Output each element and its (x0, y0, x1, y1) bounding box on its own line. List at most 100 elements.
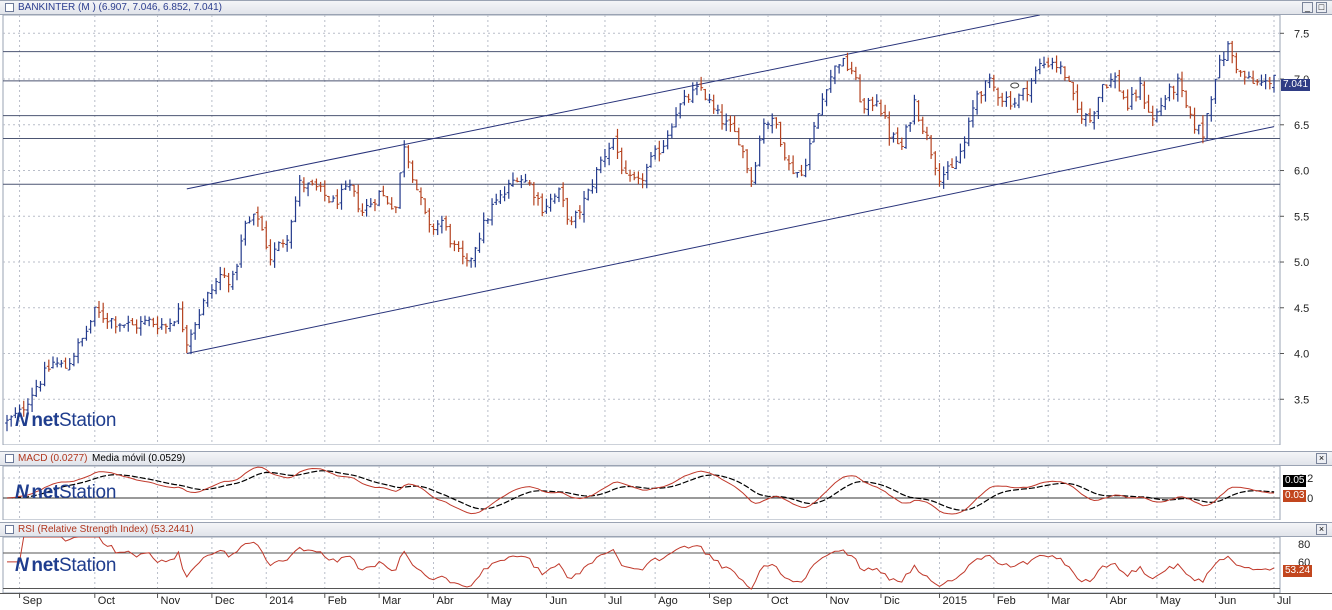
ohlc-bar (1037, 58, 1042, 75)
ohlc-bar (791, 155, 796, 175)
ohlc-bar (611, 138, 616, 150)
time-axis-label: Jun (1218, 595, 1237, 607)
netstation-logo-icon: N (15, 410, 29, 431)
ohlc-bar (1029, 78, 1034, 103)
price-panel-titlebar: BANKINTER (M ) (6.907, 7.046, 6.852, 7.0… (0, 0, 1332, 15)
ohlc-bar (1075, 84, 1080, 113)
minimize-button[interactable]: _ (1302, 2, 1313, 13)
rsi-tick-label: 80 (1298, 539, 1310, 551)
ohlc-bar (151, 317, 156, 328)
macd-signal-line (6, 470, 1275, 511)
macd-title: MACD (0.0277) (18, 453, 88, 464)
ohlc-bar (1272, 74, 1276, 93)
ohlc-bar (314, 178, 319, 191)
ohlc-bar (80, 337, 85, 347)
ohlc-bar (1113, 72, 1118, 89)
ohlc-bar (1175, 73, 1180, 102)
ohlc-bar (1167, 83, 1172, 102)
ohlc-bar (945, 161, 950, 180)
ohlc-bar (55, 357, 60, 368)
ohlc-bar (979, 91, 984, 104)
ohlc-bar (1033, 66, 1038, 84)
ohlc-bar (1196, 124, 1201, 135)
rsi-menu-icon[interactable] (5, 525, 14, 534)
ohlc-bar (812, 121, 817, 143)
ohlc-bar (924, 126, 929, 141)
ohlc-bar (883, 104, 888, 119)
ohlc-bar (644, 163, 649, 189)
time-axis (0, 593, 1332, 598)
ohlc-bar (577, 205, 582, 220)
ohlc-bar (402, 140, 407, 178)
time-axis-label: Feb (996, 595, 1016, 607)
ohlc-bar (653, 145, 658, 160)
ohlc-bar (1238, 70, 1243, 77)
ohlc-bar (510, 172, 515, 187)
ohlc-bar (163, 323, 168, 334)
ohlc-bar (561, 182, 566, 208)
price-panel-title: BANKINTER (M ) (6.907, 7.046, 6.852, 7.0… (18, 2, 222, 13)
ohlc-bar (410, 160, 415, 183)
time-axis-label: May (490, 595, 512, 607)
ohlc-bar (523, 173, 528, 183)
time-axis-label: Jun (549, 595, 568, 607)
ohlc-bar (494, 193, 499, 205)
ohlc-bar (464, 253, 469, 267)
rsi-panel-titlebar: RSI (Relative Strength Index) (53.2441) … (0, 522, 1332, 537)
ohlc-bar (594, 167, 599, 194)
ohlc-bar (1180, 71, 1185, 98)
ohlc-bar (364, 198, 369, 217)
ohlc-bar (222, 267, 227, 279)
ohlc-bar (849, 61, 854, 75)
netstation-logo-rsi-icon: N (15, 555, 29, 576)
macd-chart[interactable]: 0.00.2 (0, 466, 1332, 520)
ohlc-bar (1255, 79, 1260, 86)
ohlc-bar (377, 190, 382, 206)
macd-close-button[interactable]: × (1316, 453, 1327, 464)
ohlc-bar (694, 81, 699, 96)
ohlc-bar (540, 193, 545, 217)
ohlc-bar (188, 329, 193, 355)
ohlc-bar (904, 124, 909, 149)
time-axis-label: 2015 (942, 595, 967, 607)
restore-button[interactable]: □ (1316, 2, 1327, 13)
rsi-close-button[interactable]: × (1316, 524, 1327, 535)
ohlc-bar (1134, 89, 1139, 102)
ohlc-bar (862, 97, 867, 114)
ohlc-bar (310, 179, 315, 186)
ohlc-bar (602, 148, 607, 168)
ohlc-bar (1000, 92, 1005, 107)
ohlc-bar (1150, 105, 1155, 127)
ohlc-bar (218, 266, 223, 291)
price-tick-label: 3.5 (1294, 394, 1309, 406)
ohlc-bar (460, 240, 465, 265)
ohlc-bar (640, 173, 645, 189)
ohlc-bar (778, 121, 783, 147)
price-tick-label: 6.5 (1294, 120, 1309, 132)
macd-menu-icon[interactable] (5, 454, 14, 463)
ohlc-bar (398, 172, 403, 209)
ohlc-bar (970, 100, 975, 128)
ohlc-bar (715, 104, 720, 115)
ohlc-bar (331, 195, 336, 203)
ohlc-bar (147, 316, 152, 327)
time-axis-label: Nov (829, 595, 850, 607)
ohlc-bar (444, 215, 449, 231)
ohlc-bar (343, 180, 348, 191)
macd-signal-tag: 0.03 (1283, 490, 1307, 502)
time-axis-label: Oct (97, 595, 115, 607)
ohlc-bar (423, 198, 428, 215)
ohlc-bar (389, 197, 394, 210)
panel-menu-icon[interactable] (5, 3, 14, 12)
price-chart[interactable]: 3.54.04.55.05.56.06.57.07.5 (0, 15, 1332, 445)
ohlc-bar (92, 306, 97, 327)
rsi-line (7, 537, 1275, 590)
ohlc-bar (88, 319, 93, 334)
ohlc-bar (439, 215, 444, 234)
ohlc-bar (1117, 69, 1122, 92)
ohlc-bar (795, 171, 800, 178)
ohlc-bar (527, 179, 532, 186)
ohlc-bar (67, 358, 72, 371)
ohlc-bar (1263, 74, 1268, 90)
